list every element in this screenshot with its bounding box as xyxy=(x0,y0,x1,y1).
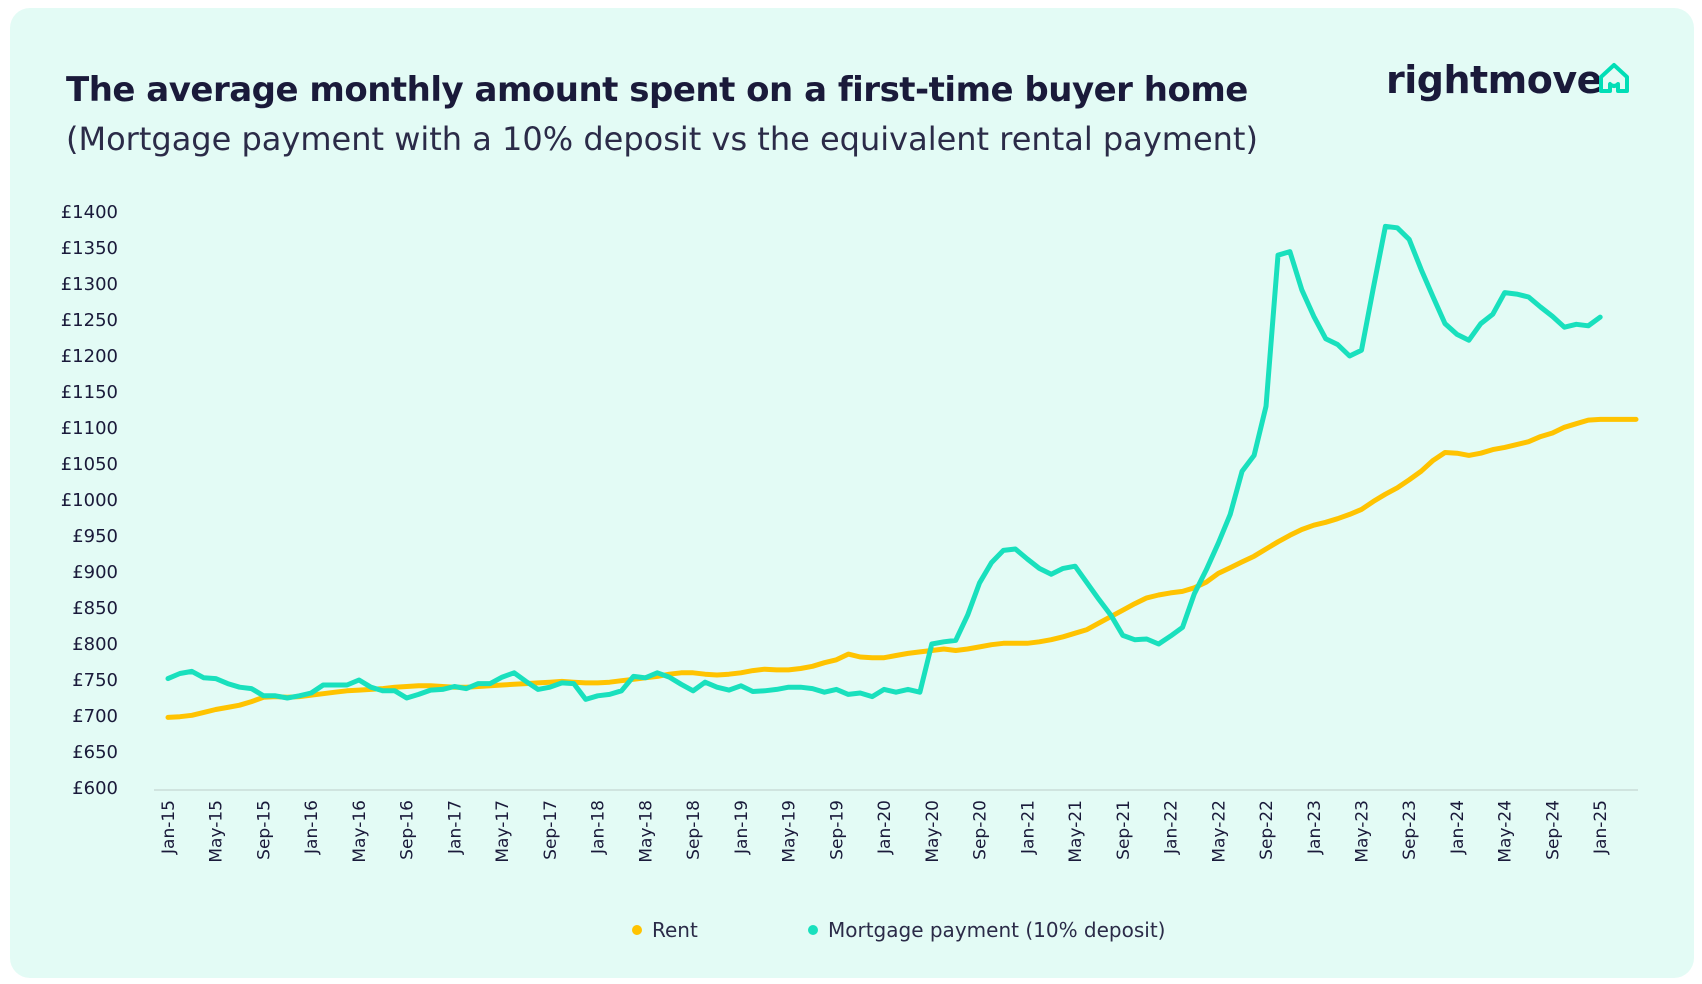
x-tick-label: Jan-20 xyxy=(875,800,895,855)
x-tick-label: May-18 xyxy=(636,800,656,863)
x-tick-label: Sep-23 xyxy=(1400,800,1420,860)
x-tick-label: May-19 xyxy=(780,800,800,863)
y-tick-label: £850 xyxy=(72,598,118,619)
x-tick-label: Jan-25 xyxy=(1591,800,1611,855)
y-tick-label: £700 xyxy=(72,706,118,727)
x-tick-label: Sep-21 xyxy=(1114,800,1134,860)
chart-subtitle: (Mortgage payment with a 10% deposit vs … xyxy=(66,120,1258,158)
y-tick-label: £1150 xyxy=(61,382,118,403)
mortgage-legend-marker xyxy=(808,925,818,935)
chart-title: The average monthly amount spent on a fi… xyxy=(66,70,1248,110)
x-tick-label: Sep-16 xyxy=(398,800,418,860)
x-tick-label: Jan-18 xyxy=(589,800,609,855)
x-tick-label: Jan-17 xyxy=(445,800,465,855)
y-tick-label: £900 xyxy=(72,562,118,583)
logo-wordmark: rightmove xyxy=(1386,58,1602,102)
x-tick-label: Jan-19 xyxy=(732,800,752,855)
chart-series xyxy=(165,223,1639,720)
x-tick-label: Sep-18 xyxy=(684,800,704,860)
x-tick-label: Jan-22 xyxy=(1162,800,1182,855)
x-tick-label: Jan-21 xyxy=(1018,800,1038,855)
y-tick-label: £1200 xyxy=(61,346,118,367)
y-tick-label: £1250 xyxy=(61,310,118,331)
rightmove-logo: rightmove xyxy=(1386,58,1636,114)
legend-label-mortgage: Mortgage payment (10% deposit) xyxy=(828,918,1166,942)
y-tick-label: £600 xyxy=(72,778,118,799)
rent-line xyxy=(165,416,1639,720)
y-tick-label: £650 xyxy=(72,742,118,763)
x-tick-label: Jan-15 xyxy=(159,800,179,855)
house-icon xyxy=(1599,63,1629,93)
y-tick-label: £800 xyxy=(72,634,118,655)
x-tick-label: Jan-23 xyxy=(1305,800,1325,855)
legend-item-rent: Rent xyxy=(632,918,698,942)
legend-item-mortgage: Mortgage payment (10% deposit) xyxy=(808,918,1165,942)
x-tick-label: Sep-15 xyxy=(254,800,274,860)
x-tick-label: Jan-24 xyxy=(1448,800,1468,855)
x-tick-label: May-15 xyxy=(207,800,227,863)
y-tick-label: £1050 xyxy=(61,454,118,475)
x-tick-label: Jan-16 xyxy=(302,800,322,855)
chart-card xyxy=(10,8,1694,978)
x-tick-label: Sep-19 xyxy=(827,800,847,860)
x-tick-label: May-16 xyxy=(350,800,370,863)
x-tick-label: May-23 xyxy=(1352,800,1372,863)
x-tick-label: Sep-17 xyxy=(541,800,561,860)
x-tick-label: May-21 xyxy=(1066,800,1086,863)
y-tick-label: £750 xyxy=(72,670,118,691)
rent-legend-marker xyxy=(632,925,642,935)
y-tick-label: £1350 xyxy=(61,238,118,259)
x-tick-label: May-17 xyxy=(493,800,513,863)
y-tick-label: £1300 xyxy=(61,274,118,295)
x-axis: Jan-15 May-15 Sep-15 Jan-16 May-16 Sep-16 Jan-… xyxy=(154,789,1638,863)
x-tick-label: May-20 xyxy=(923,800,943,863)
y-tick-label: £1000 xyxy=(61,490,118,511)
legend-label-rent: Rent xyxy=(652,918,698,942)
x-tick-label: May-24 xyxy=(1496,800,1516,863)
mortgage-line xyxy=(165,223,1603,702)
y-tick-label: £1100 xyxy=(61,418,118,439)
x-tick-label: May-22 xyxy=(1209,800,1229,863)
x-tick-label: Sep-22 xyxy=(1257,800,1277,860)
y-tick-label: £950 xyxy=(72,526,118,547)
x-tick-label: Sep-20 xyxy=(971,800,991,860)
x-tick-label: Sep-24 xyxy=(1543,800,1563,860)
y-tick-label: £1400 xyxy=(61,202,118,223)
y-axis: £600 £650 £700 £750 £800 £850 £900 £950 £1000 £10… xyxy=(61,202,118,799)
